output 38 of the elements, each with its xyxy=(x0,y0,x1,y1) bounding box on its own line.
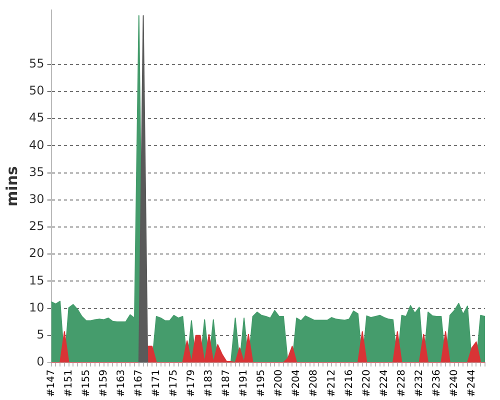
x-tick-label: #208 xyxy=(308,370,320,398)
x-tick-label: #151 xyxy=(63,370,74,398)
x-tick-label: #236 xyxy=(431,370,442,398)
x-tick-label: #216 xyxy=(344,370,355,398)
y-tick-label: 30 xyxy=(28,192,44,206)
y-axis-title: mins xyxy=(2,166,21,207)
x-tick-label: #191 xyxy=(238,370,250,398)
x-tick-label: #200 xyxy=(274,370,285,398)
y-tick-label: 10 xyxy=(28,300,44,314)
x-tick-label: #228 xyxy=(396,370,408,398)
y-tick-label: 55 xyxy=(28,56,44,71)
x-tick-label: #204 xyxy=(291,370,302,398)
x-tick-label: #244 xyxy=(466,370,478,398)
x-tick-label: #240 xyxy=(448,370,460,398)
x-tick-label: #232 xyxy=(414,370,425,398)
y-tick-label: 15 xyxy=(28,273,44,288)
y-tick-label: 35 xyxy=(28,164,44,179)
y-tick-label: 50 xyxy=(28,84,44,98)
x-tick-label: #175 xyxy=(168,370,180,398)
y-tick-label: 5 xyxy=(36,328,44,342)
x-tick-label: #171 xyxy=(151,370,162,398)
x-tick-label: #163 xyxy=(116,370,127,398)
x-tick-label: #195 xyxy=(256,370,268,398)
x-tick-label: #159 xyxy=(98,370,110,398)
y-tick-label: 45 xyxy=(28,110,44,125)
x-tick-label: #147 xyxy=(46,370,57,398)
x-tick-label: #212 xyxy=(326,370,338,398)
y-tick-label: 25 xyxy=(28,219,44,234)
x-tick-label: #224 xyxy=(378,370,390,398)
x-tick-label: #183 xyxy=(204,370,215,398)
x-tick-label: #220 xyxy=(361,370,372,398)
x-tick-label: #179 xyxy=(186,370,198,398)
x-tick-label: #187 xyxy=(221,370,232,398)
x-tick-label: #155 xyxy=(80,370,92,398)
y-tick-label: 40 xyxy=(28,138,44,152)
y-tick-label: 0 xyxy=(36,354,44,369)
x-tick-label: #167 xyxy=(133,370,144,398)
y-tick-label: 20 xyxy=(28,246,44,260)
